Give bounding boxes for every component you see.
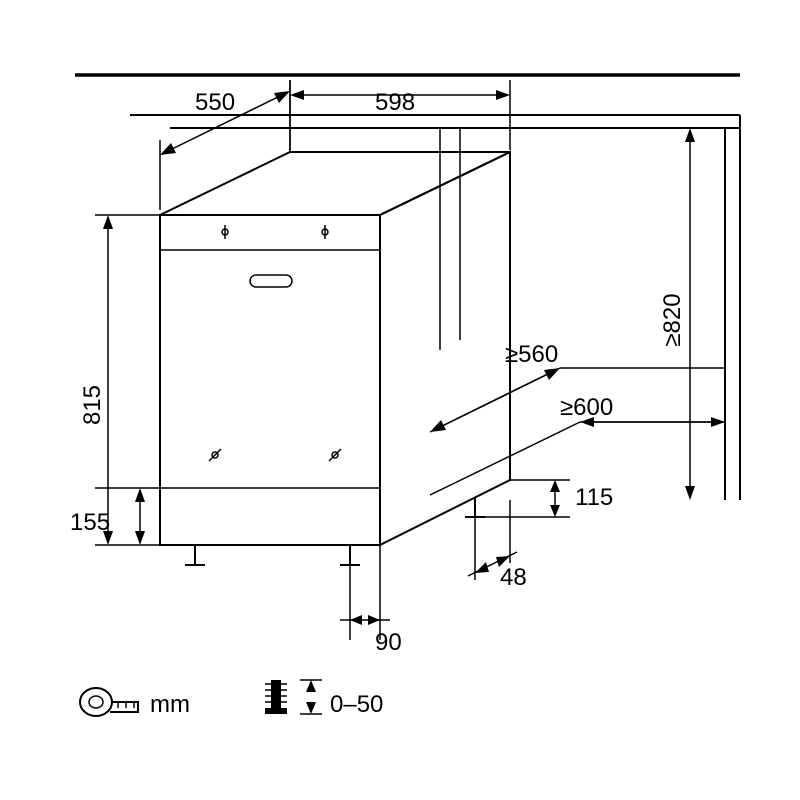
label-48: 48 xyxy=(500,564,527,591)
dimension-diagram: 550 598 815 155 ≥820 ≥560 xyxy=(0,0,800,800)
label-598: 598 xyxy=(375,89,415,116)
label-560: ≥560 xyxy=(505,341,558,368)
appliance-front-face xyxy=(160,215,380,545)
label-550: 550 xyxy=(195,89,235,116)
dim-height-815: 815 xyxy=(79,215,160,545)
adjustable-foot-icon xyxy=(265,680,287,714)
dim-115: 115 xyxy=(485,480,613,517)
label-815: 815 xyxy=(79,385,106,425)
label-115: 115 xyxy=(575,484,613,511)
appliance-side-face xyxy=(380,152,510,545)
label-units: mm xyxy=(150,691,190,718)
dim-48: 48 xyxy=(468,500,527,591)
label-adjust-range: 0–50 xyxy=(330,691,383,718)
dim-cavity-width: ≥600 xyxy=(560,394,725,427)
tape-measure-icon xyxy=(80,688,138,716)
label-600: ≥600 xyxy=(560,394,613,421)
dim-cavity-height: ≥820 xyxy=(659,128,695,500)
dim-depth-550: 550 xyxy=(160,80,290,210)
label-155: 155 xyxy=(70,509,110,536)
appliance-top-face xyxy=(160,152,510,215)
dim-cavity-depth: ≥560 xyxy=(430,341,560,432)
label-820: ≥820 xyxy=(659,293,686,346)
label-90: 90 xyxy=(375,629,402,656)
legend: mm 0–50 xyxy=(80,680,383,718)
